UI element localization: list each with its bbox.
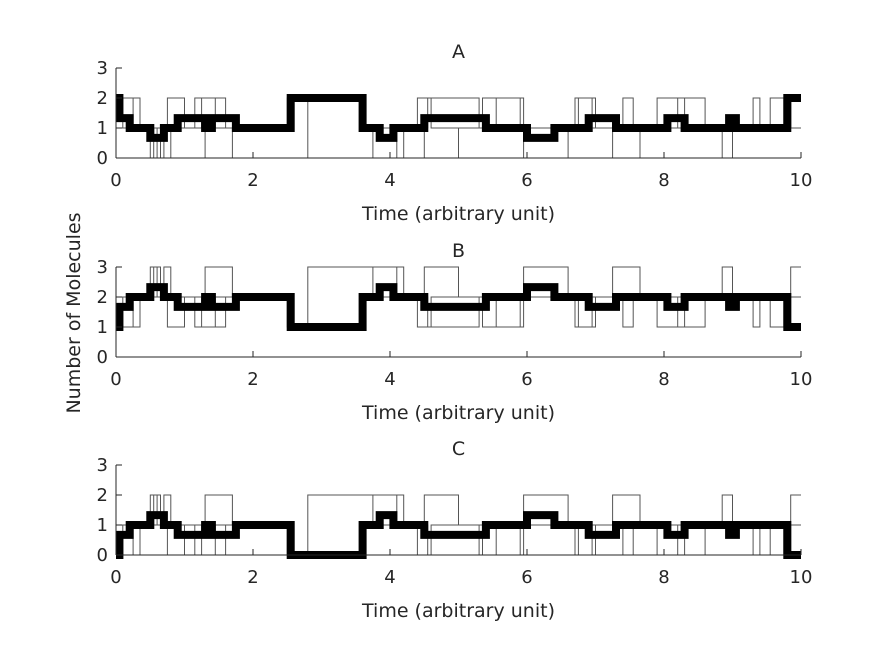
- panel-b-xtick-label-4: 8: [658, 369, 669, 390]
- panel-b-title: B: [452, 240, 465, 262]
- panel-b-xtick-label-1: 2: [247, 369, 258, 390]
- panel-c-xtick-label-4: 8: [658, 567, 669, 588]
- panel-a-ytick-label-1: 1: [97, 118, 108, 139]
- panel-a-title: A: [452, 41, 465, 63]
- panel-a-mean-line: [116, 94, 801, 142]
- figure-ylabel: Number of Molecules: [63, 212, 85, 413]
- panel-c-ytick-label-0: 0: [97, 545, 108, 566]
- panel-c: 0 2 4 6 8 10 0 1 2 3 C Time (arbitrary unit): [97, 438, 813, 622]
- panel-b-ytick-label-0: 0: [97, 347, 108, 368]
- panel-a-xtick-label-1: 2: [247, 170, 258, 191]
- panel-a-ytick-label-0: 0: [97, 148, 108, 169]
- panel-a-ytick-label-3: 3: [97, 58, 108, 79]
- panel-c-ytick-label-2: 2: [97, 485, 108, 506]
- panel-b-mean-line: [116, 283, 801, 331]
- panel-b-ytick-label-2: 2: [97, 287, 108, 308]
- panel-b-xtick-label-3: 6: [521, 369, 532, 390]
- panel-b-xlabel: Time (arbitrary unit): [361, 402, 555, 424]
- panel-b-xtick-label-0: 0: [110, 369, 121, 390]
- panel-a: 0 2 4 6 8 10 0 1 2 3 A Time (arbitrary unit): [97, 41, 813, 225]
- panel-c-xtick-label-5: 10: [790, 567, 813, 588]
- panel-c-ytick-label-3: 3: [97, 455, 108, 476]
- panel-c-mean-line: [116, 511, 801, 559]
- panel-c-xtick-label-2: 4: [384, 567, 395, 588]
- panel-c-xtick-label-3: 6: [521, 567, 532, 588]
- panel-a-xtick-label-3: 6: [521, 170, 532, 191]
- panel-a-xtick-label-2: 4: [384, 170, 395, 191]
- panel-c-ytick-label-1: 1: [97, 515, 108, 536]
- panel-a-xtick-label-0: 0: [110, 170, 121, 191]
- panel-c-xtick-label-1: 2: [247, 567, 258, 588]
- panel-b-ytick-label-3: 3: [97, 257, 108, 278]
- panel-c-title: C: [452, 438, 465, 460]
- panel-a-ytick-label-2: 2: [97, 88, 108, 109]
- panel-a-xtick-label-5: 10: [790, 170, 813, 191]
- panel-b-xtick-label-2: 4: [384, 369, 395, 390]
- panel-c-xlabel: Time (arbitrary unit): [361, 600, 555, 622]
- panel-b-ytick-label-1: 1: [97, 317, 108, 338]
- panel-a-xtick-label-4: 8: [658, 170, 669, 191]
- panel-c-xtick-label-0: 0: [110, 567, 121, 588]
- panel-b-xtick-label-5: 10: [790, 369, 813, 390]
- panel-b: 0 2 4 6 8 10 0 1 2 3 B Time (arbitrary unit): [97, 240, 813, 424]
- panel-a-xlabel: Time (arbitrary unit): [361, 203, 555, 225]
